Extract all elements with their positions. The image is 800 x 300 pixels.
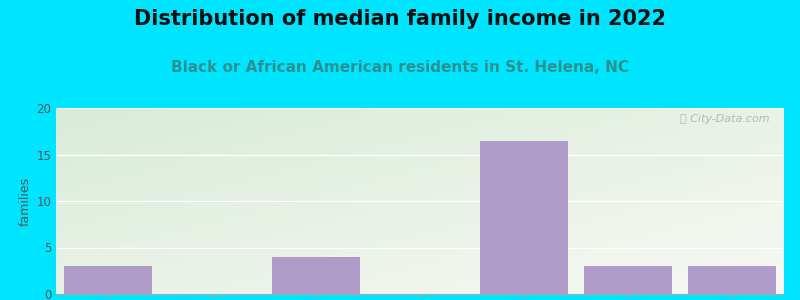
- Y-axis label: families: families: [19, 176, 32, 226]
- Bar: [272, 257, 360, 294]
- Bar: [64, 266, 152, 294]
- Bar: [688, 266, 776, 294]
- Text: Distribution of median family income in 2022: Distribution of median family income in …: [134, 9, 666, 29]
- Bar: [480, 140, 568, 294]
- Text: ⓘ City-Data.com: ⓘ City-Data.com: [680, 114, 770, 124]
- Text: Black or African American residents in St. Helena, NC: Black or African American residents in S…: [171, 60, 629, 75]
- Bar: [584, 266, 672, 294]
